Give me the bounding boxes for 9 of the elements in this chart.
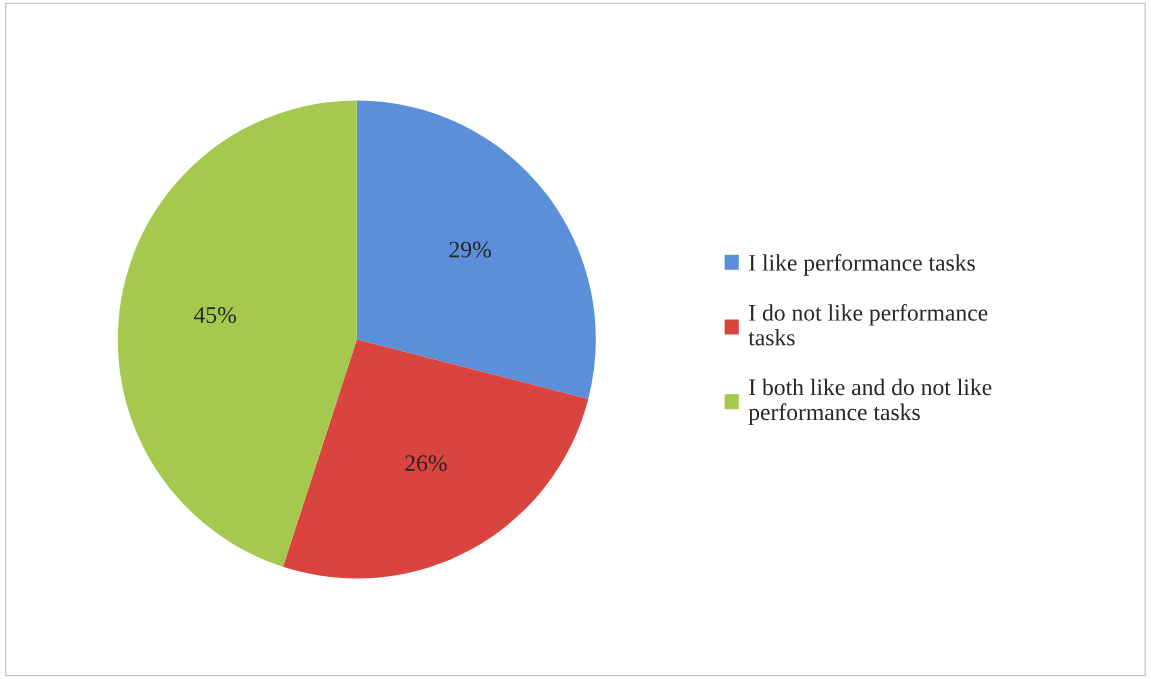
- data-label: 26%: [405, 455, 447, 472]
- pie-slice: [356, 100, 596, 399]
- data-label: 29%: [449, 241, 491, 258]
- legend-label: I do not like performance tasks: [748, 303, 988, 346]
- legend-label: I both like and do not like performance tasks: [748, 378, 992, 426]
- legend-label: I like performance tasks: [749, 253, 975, 276]
- pie-slice: [282, 339, 589, 579]
- pie-slice: [117, 100, 357, 567]
- data-label: 45%: [193, 307, 237, 324]
